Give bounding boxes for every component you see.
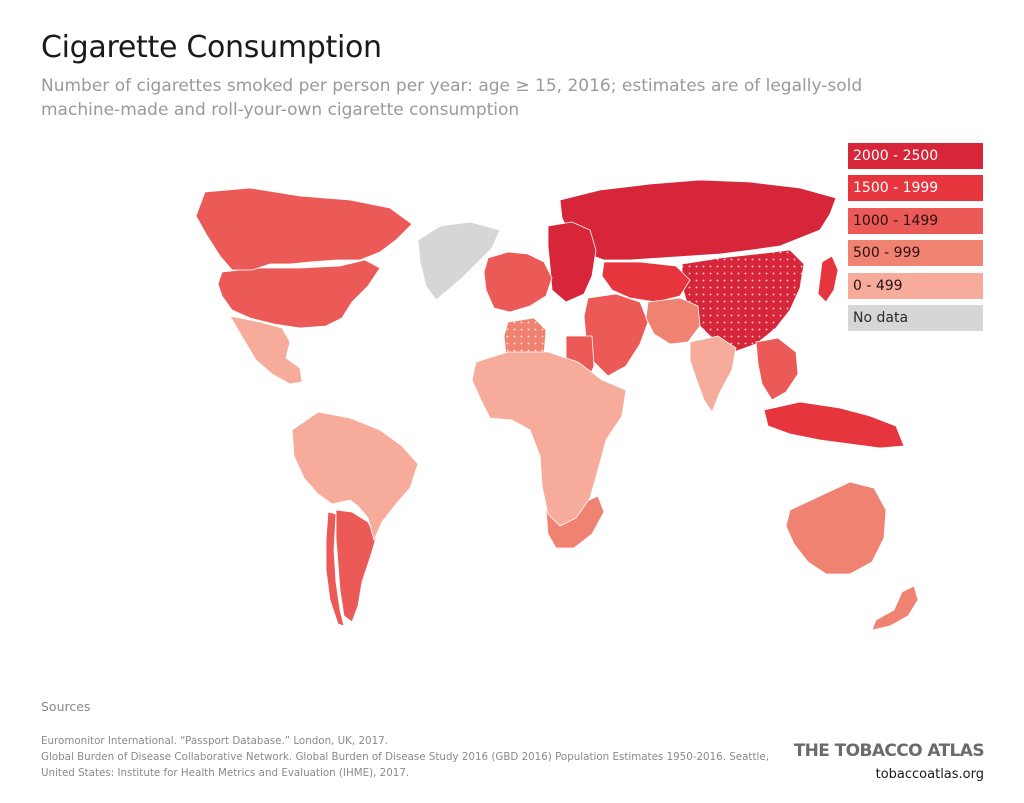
- legend-item: 1500 - 1999: [848, 175, 983, 202]
- map-region: [871, 585, 919, 631]
- map-region: [601, 261, 691, 303]
- map-region: [817, 255, 839, 303]
- map-region: [559, 179, 837, 261]
- legend-item: 0 - 499: [848, 272, 983, 299]
- map-region: [291, 411, 419, 542]
- map-region: [217, 259, 381, 329]
- map-region: [417, 221, 501, 301]
- legend-item: 500 - 999: [848, 240, 983, 267]
- chart-subtitle: Number of cigarettes smoked per person p…: [41, 76, 863, 120]
- sources-heading: Sources: [41, 699, 91, 714]
- source-line: United States: Institute for Health Metr…: [41, 767, 410, 779]
- map-region: [645, 297, 701, 345]
- map-region: [547, 221, 597, 303]
- source-line: Euromonitor International. “Passport Dat…: [41, 735, 388, 747]
- legend-item: 2000 - 2500: [848, 143, 983, 169]
- map-region: [763, 401, 905, 449]
- legend-item: 1000 - 1499: [848, 207, 983, 234]
- map-region: [229, 315, 303, 385]
- source-line: Global Burden of Disease Collaborative N…: [41, 751, 769, 763]
- brand-url: tobaccoatlas.org: [875, 767, 984, 782]
- world-map: [195, 179, 919, 631]
- map-legend: 2000 - 2500 1500 - 1999 1000 - 1499 500 - 9…: [848, 143, 983, 337]
- map-region: [755, 337, 799, 401]
- map-region: [325, 511, 345, 627]
- legend-item: No data: [848, 304, 983, 331]
- chart-title: Cigarette Consumption: [41, 30, 382, 65]
- map-region: [471, 351, 627, 527]
- map-region-pattern: [682, 250, 804, 352]
- map-region: [483, 251, 553, 313]
- map-region: [583, 293, 649, 377]
- map-region: [195, 187, 413, 271]
- map-region: [689, 335, 737, 413]
- map-region: [335, 509, 377, 623]
- tobacco-atlas-logo: THE TOBACCO ATLAS: [793, 741, 985, 761]
- map-region: [785, 481, 887, 575]
